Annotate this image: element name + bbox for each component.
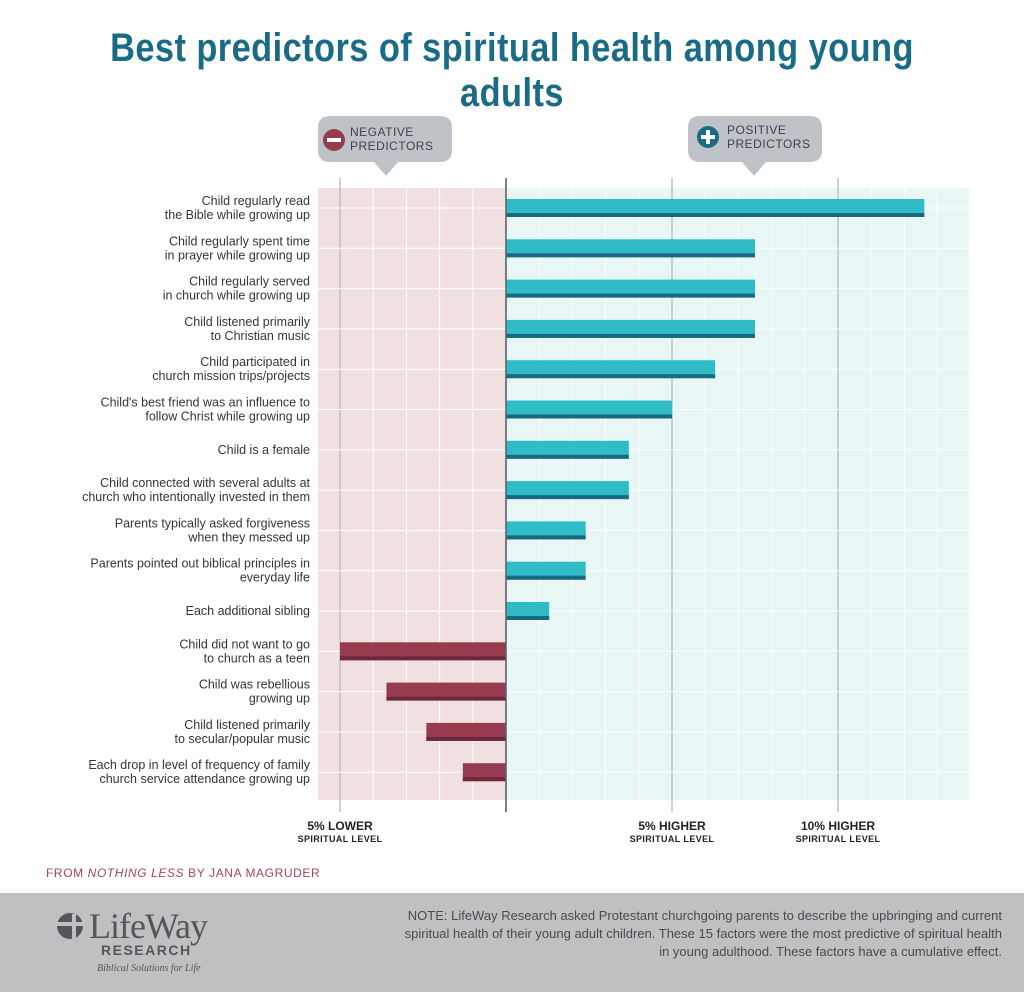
negative-callout-line1: NEGATIVE	[350, 125, 414, 139]
category-label: Child listened primarily	[184, 315, 310, 329]
bar	[506, 561, 586, 580]
x-tick-sublabel: SPIRITUAL LEVEL	[796, 834, 881, 844]
category-label: Child listened primarily	[184, 718, 310, 732]
x-tick-label: 10% HIGHER	[801, 819, 875, 833]
logo-tagline: Biblical Solutions for Life	[97, 963, 201, 974]
bar-shadow	[506, 333, 755, 338]
category-label: the Bible while growing up	[165, 208, 310, 222]
bar-shadow	[506, 616, 550, 620]
bar	[462, 763, 506, 782]
bar-shadow	[462, 777, 506, 782]
x-tick-sublabel: SPIRITUAL LEVEL	[298, 834, 383, 844]
bar-shadow	[506, 575, 586, 580]
bar-shadow	[426, 736, 506, 741]
source-suffix: BY JANA MAGRUDER	[184, 866, 321, 880]
category-label: church mission trips/projects	[152, 369, 310, 383]
source-credit: FROM NOTHING LESS BY JANA MAGRUDER	[46, 866, 320, 880]
bar	[506, 400, 672, 419]
negative-predictors-callout: NEGATIVE PREDICTORS	[318, 116, 452, 176]
category-label: Child regularly spent time	[169, 234, 310, 248]
category-label: in church while growing up	[163, 289, 310, 303]
category-label: Child is a female	[218, 443, 310, 457]
page-title: Best predictors of spiritual health amon…	[110, 26, 914, 115]
bar	[506, 602, 550, 620]
x-tick-sublabel: SPIRITUAL LEVEL	[630, 834, 715, 844]
bar	[506, 319, 755, 338]
bar	[340, 642, 506, 661]
category-label: growing up	[249, 692, 310, 706]
category-label: Each drop in level of frequency of famil…	[88, 758, 310, 772]
lifeway-cross-icon	[57, 913, 83, 940]
category-label: to church as a teen	[204, 651, 310, 665]
category-label: when they messed up	[187, 530, 310, 544]
methodology-note: NOTE: LifeWay Research asked Protestant …	[404, 908, 1002, 959]
source-book-title: NOTHING LESS	[87, 866, 185, 880]
category-label: Child was rebellious	[199, 678, 310, 692]
category-label: Child did not want to go	[179, 637, 310, 651]
bar	[506, 279, 755, 298]
category-label: Child connected with several adults at	[100, 476, 310, 490]
category-label: to Christian music	[211, 329, 310, 343]
x-tick-label: 5% LOWER	[307, 819, 373, 833]
category-label: Child regularly read	[202, 194, 310, 208]
bar-shadow	[506, 535, 586, 540]
positive-predictors-callout: POSITIVE PREDICTORS	[688, 116, 822, 176]
bar-shadow	[506, 414, 672, 419]
category-label: Parents typically asked forgiveness	[115, 516, 310, 530]
bar-shadow	[506, 495, 629, 500]
x-tick-label: 5% HIGHER	[638, 819, 706, 833]
category-label: Child's best friend was an influence to	[101, 396, 310, 410]
positive-callout-line1: POSITIVE	[727, 123, 786, 137]
source-prefix: FROM	[46, 866, 88, 880]
footer-bar: LifeWay RESEARCH Biblical Solutions for …	[0, 893, 1024, 992]
bar-shadow	[340, 656, 506, 661]
category-label: Each additional sibling	[186, 604, 310, 618]
category-label: to secular/popular music	[175, 732, 310, 746]
logo-research: RESEARCH	[101, 942, 192, 958]
positive-callout-line2: PREDICTORS	[727, 137, 810, 151]
bar-shadow	[506, 253, 755, 258]
category-label: Parents pointed out biblical principles …	[90, 557, 310, 571]
bar-shadow	[506, 374, 716, 379]
category-label: in prayer while growing up	[165, 248, 310, 262]
category-label: church who intentionally invested in the…	[82, 490, 310, 504]
bar	[506, 440, 629, 459]
bar	[426, 722, 506, 741]
lifeway-research-logo: LifeWay RESEARCH Biblical Solutions for …	[55, 905, 255, 985]
bar	[506, 521, 586, 540]
category-label: follow Christ while growing up	[145, 410, 310, 424]
bar-shadow	[506, 213, 925, 217]
negative-zone-background	[318, 188, 506, 800]
category-label: Child regularly served	[189, 275, 310, 289]
bar	[386, 682, 506, 701]
negative-callout-line2: PREDICTORS	[350, 139, 433, 153]
category-label: everyday life	[240, 571, 310, 585]
chart-bars	[340, 199, 925, 782]
bar	[506, 481, 629, 500]
category-label: Child participated in	[200, 355, 310, 369]
bar-shadow	[506, 293, 755, 298]
bar-shadow	[386, 696, 506, 701]
bar-shadow	[506, 454, 629, 459]
category-label: church service attendance growing up	[99, 772, 310, 786]
bar	[506, 239, 755, 258]
logo-wordmark: LifeWay	[89, 906, 208, 946]
bar	[506, 199, 925, 217]
bar	[506, 360, 716, 379]
